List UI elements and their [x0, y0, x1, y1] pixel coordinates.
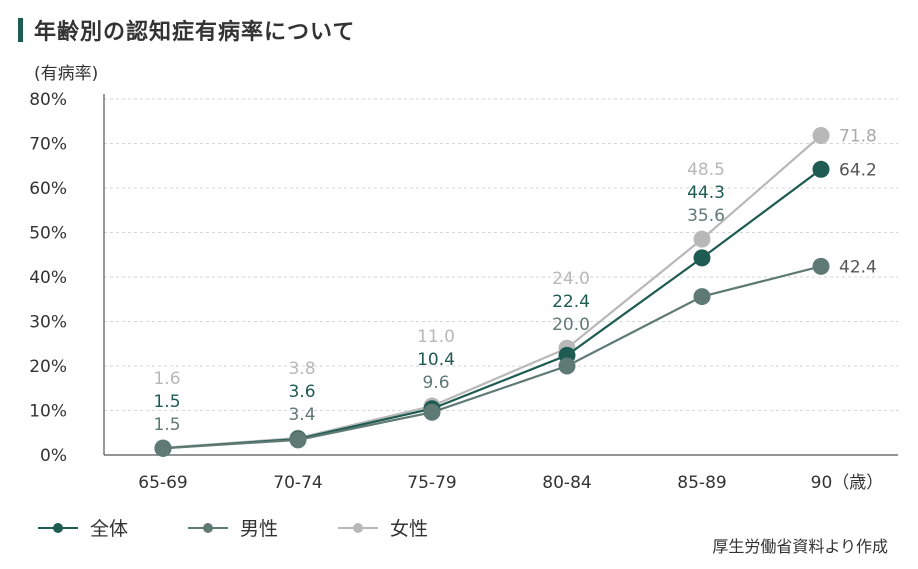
y-tick-label: 30% [29, 313, 67, 333]
data-label: 44.3 [687, 183, 725, 203]
series-line [162, 265, 822, 450]
page-title: 年齢別の認知症有病率について [34, 20, 356, 45]
x-tick-label: 70-74 [273, 473, 322, 493]
legend-item-female: 女性 [338, 514, 428, 541]
data-point [693, 230, 711, 248]
data-label: 64.2 [839, 160, 877, 180]
x-tick-label: 90（歳） [811, 473, 884, 493]
legend-item-male: 男性 [188, 514, 278, 541]
y-tick-label: 40% [29, 268, 67, 288]
x-tick-label: 85-89 [677, 473, 726, 493]
legend-marker-female [338, 522, 379, 533]
legend-label-female: 女性 [390, 518, 429, 540]
data-point [289, 431, 307, 449]
data-label: 9.6 [422, 373, 449, 393]
title-accent-bar [18, 18, 23, 42]
data-label: 42.4 [839, 257, 877, 277]
data-label: 1.6 [153, 369, 180, 389]
y-tick-label: 20% [29, 357, 67, 377]
x-tick-label: 80-84 [542, 473, 591, 493]
data-label: 3.8 [288, 359, 315, 379]
y-tick-label: 70% [29, 135, 67, 155]
legend: 全体 男性 女性 [38, 514, 428, 541]
legend-marker-total [38, 522, 78, 533]
x-tick-label: 75-79 [407, 473, 456, 493]
data-point [812, 160, 830, 178]
y-axis-title: (有病率) [34, 64, 98, 84]
data-label: 3.6 [288, 382, 315, 402]
y-tick-label: 80% [29, 90, 67, 110]
legend-item-total: 全体 [38, 514, 128, 541]
y-tick-label: 60% [29, 179, 67, 199]
data-label: 1.5 [153, 392, 180, 412]
y-tick-label: 50% [29, 224, 67, 244]
legend-label-total: 全体 [90, 518, 129, 540]
source-note: 厚生労働省資料より作成 [712, 537, 888, 556]
data-label: 24.0 [552, 269, 590, 289]
data-point [154, 439, 172, 457]
data-point [812, 257, 830, 275]
data-label: 22.4 [552, 292, 590, 312]
data-label: 20.0 [552, 315, 590, 335]
data-label: 71.8 [839, 126, 877, 146]
data-point [423, 403, 441, 421]
data-label: 1.5 [153, 415, 180, 435]
data-point [558, 357, 576, 375]
data-label: 35.6 [687, 206, 725, 226]
legend-marker-male [188, 522, 229, 533]
x-tick-label: 65-69 [138, 473, 187, 493]
y-tick-label: 10% [29, 402, 67, 422]
legend-label-male: 男性 [240, 518, 279, 540]
data-label: 10.4 [417, 350, 455, 370]
data-label: 3.4 [288, 405, 315, 425]
data-point [693, 288, 711, 306]
data-label: 11.0 [417, 327, 455, 347]
data-label: 48.5 [687, 160, 725, 180]
data-point [812, 126, 830, 144]
data-point [693, 249, 711, 267]
y-tick-label: 0% [40, 446, 67, 466]
